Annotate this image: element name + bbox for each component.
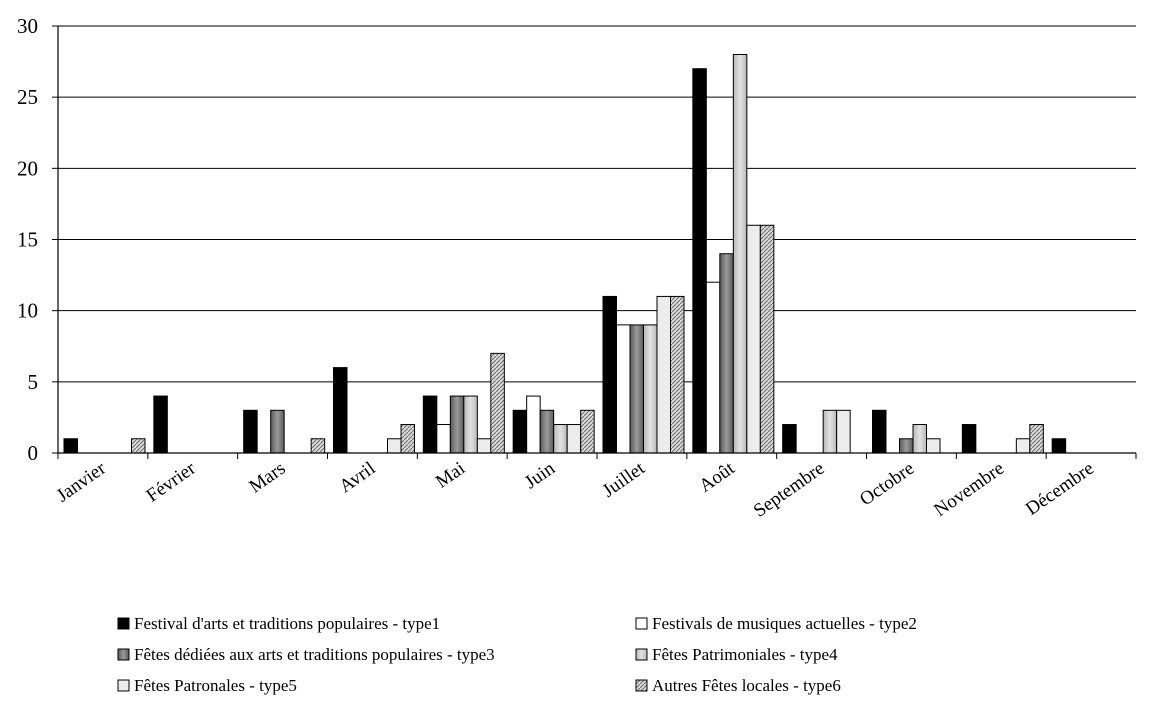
bar	[899, 438, 914, 454]
y-tick-label: 15	[17, 228, 38, 252]
bar	[476, 438, 492, 454]
legend-swatch	[635, 679, 648, 692]
bar	[732, 53, 748, 454]
legend: Festival d'arts et traditions populaires…	[117, 614, 917, 695]
axes	[57, 26, 1137, 459]
x-tick-label: Juin	[521, 458, 559, 494]
legend-label: Autres Fêtes locales - type6	[652, 676, 841, 695]
bar	[912, 424, 927, 454]
bar	[1015, 438, 1031, 454]
x-axis-ticks: Janvier Février Mars Avril Mai Juin Juillet Aoû…	[53, 457, 1098, 521]
bar	[670, 295, 685, 454]
x-tick-label: Décembre	[1022, 458, 1098, 520]
x-tick-label: Janvier	[53, 458, 111, 507]
legend-label: Fêtes Patrimoniales - type4	[652, 645, 838, 664]
bar	[602, 295, 617, 454]
bar	[836, 409, 851, 454]
x-tick-label: Octobre	[856, 458, 918, 510]
legend-label: Fêtes Patronales - type5	[134, 676, 297, 695]
bar	[243, 409, 258, 454]
gridlines	[58, 25, 1136, 383]
bar	[1029, 424, 1044, 454]
y-axis-ticks: 0 5 10 15 20 25 30	[17, 14, 58, 465]
bar	[63, 438, 78, 454]
bar	[759, 224, 775, 454]
bar	[872, 409, 887, 454]
bar	[436, 424, 451, 454]
bar	[719, 253, 734, 454]
legend-swatch	[117, 617, 130, 630]
y-tick-label: 20	[17, 156, 38, 180]
x-tick-label: Avril	[336, 458, 380, 497]
x-tick-label: Février	[143, 458, 201, 507]
legend-swatch	[635, 648, 648, 661]
x-tick-label: Mai	[432, 458, 469, 493]
bar	[153, 395, 168, 454]
x-tick-label: Juillet	[599, 457, 650, 501]
bar	[553, 424, 568, 454]
bar	[616, 324, 631, 454]
bar	[961, 424, 977, 454]
bar	[400, 424, 415, 454]
y-tick-label: 25	[17, 85, 38, 109]
bar	[705, 281, 721, 454]
y-tick-label: 0	[28, 441, 39, 465]
x-tick-label: Août	[695, 457, 739, 496]
legend-label: Fêtes dédiées aux arts et traditions pop…	[134, 645, 495, 664]
bar	[387, 438, 402, 454]
bar	[490, 352, 505, 454]
legend-label: Festivals de musiques actuelles - type2	[652, 614, 917, 633]
bar	[131, 438, 146, 454]
bar	[539, 409, 555, 454]
bar	[526, 395, 541, 454]
x-tick-label: Septembre	[750, 458, 829, 522]
bar	[1051, 438, 1067, 454]
x-tick-label: Mars	[245, 458, 289, 498]
x-tick-label: Novembre	[930, 458, 1008, 521]
y-tick-label: 30	[17, 14, 38, 38]
y-tick-label: 5	[28, 370, 39, 394]
bar	[822, 409, 838, 454]
bar	[449, 395, 465, 454]
bar	[512, 409, 528, 454]
bar	[310, 438, 326, 454]
bar	[746, 224, 761, 454]
bar	[643, 324, 658, 454]
bar	[629, 324, 644, 454]
bar	[270, 409, 285, 454]
bar	[656, 295, 671, 454]
y-tick-label: 10	[17, 299, 38, 323]
bars	[63, 53, 1067, 454]
bar	[692, 68, 707, 454]
bar	[422, 395, 438, 454]
legend-swatch	[117, 648, 130, 661]
bar	[580, 409, 595, 454]
bar	[926, 438, 941, 454]
legend-swatch	[117, 679, 130, 692]
bar	[463, 395, 478, 454]
legend-swatch	[635, 617, 648, 630]
bar	[566, 424, 582, 454]
legend-label: Festival d'arts et traditions populaires…	[134, 614, 440, 633]
bar	[333, 367, 348, 454]
bar	[782, 424, 797, 454]
